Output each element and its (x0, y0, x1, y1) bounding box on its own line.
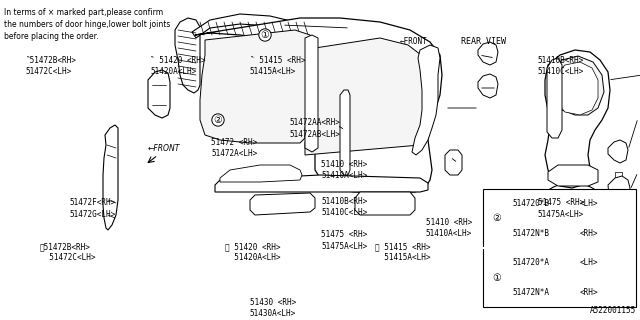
Polygon shape (608, 176, 630, 205)
Polygon shape (555, 62, 598, 115)
Text: ←FRONT: ←FRONT (598, 230, 630, 239)
Text: 51472AA<RH>
51472AB<LH>: 51472AA<RH> 51472AB<LH> (290, 118, 340, 139)
Polygon shape (445, 150, 462, 175)
Polygon shape (250, 193, 315, 215)
Text: ←FRONT: ←FRONT (400, 37, 428, 46)
Polygon shape (548, 165, 598, 186)
Text: 51472N*A: 51472N*A (512, 288, 549, 297)
Text: <RH>: <RH> (580, 229, 598, 238)
Polygon shape (107, 168, 116, 180)
Polygon shape (547, 58, 562, 138)
Text: In terms of × marked part,please confirm
the numbers of door hinge,lower bolt jo: In terms of × marked part,please confirm… (4, 8, 170, 41)
Text: ※ 51420 <RH>
  51420A<LH>: ※ 51420 <RH> 51420A<LH> (225, 242, 280, 262)
Text: <LH>: <LH> (580, 199, 598, 208)
Polygon shape (175, 18, 200, 93)
Polygon shape (220, 165, 302, 182)
Polygon shape (355, 192, 415, 215)
Polygon shape (153, 73, 163, 80)
Text: 51472N*B: 51472N*B (512, 229, 549, 238)
Text: ①: ① (492, 273, 501, 283)
Polygon shape (195, 18, 442, 192)
Text: 51430 <RH>
51430A<LH>: 51430 <RH> 51430A<LH> (250, 298, 296, 318)
Text: ‶ 51420 <RH>
51420A<LH>: ‶ 51420 <RH> 51420A<LH> (150, 56, 206, 76)
Text: 51410 <RH>
51410A<LH>: 51410 <RH> 51410A<LH> (321, 160, 367, 180)
Polygon shape (412, 45, 440, 155)
Polygon shape (545, 50, 610, 188)
Text: ←FRONT: ←FRONT (148, 144, 180, 153)
Text: 51410B<RH>
51410C<LH>: 51410B<RH> 51410C<LH> (321, 197, 367, 217)
Text: ※51472B<RH>
  51472C<LH>: ※51472B<RH> 51472C<LH> (40, 242, 95, 262)
Text: 51475 <RH>
51475A<LH>: 51475 <RH> 51475A<LH> (538, 198, 584, 219)
Text: 514720*B: 514720*B (512, 199, 549, 208)
Bar (483, 189, 636, 307)
Polygon shape (305, 35, 318, 152)
Text: 51472 <RH>
51472A<LH>: 51472 <RH> 51472A<LH> (211, 138, 257, 158)
Polygon shape (192, 14, 310, 38)
Text: <RH>: <RH> (580, 288, 598, 297)
Text: A522001155: A522001155 (589, 306, 636, 315)
Polygon shape (305, 38, 430, 155)
Polygon shape (340, 90, 350, 175)
Text: 51410 <RH>
51410A<LH>: 51410 <RH> 51410A<LH> (426, 218, 472, 238)
Polygon shape (608, 140, 628, 163)
Polygon shape (478, 42, 498, 65)
Text: ‶51472B<RH>
51472C<LH>: ‶51472B<RH> 51472C<LH> (26, 56, 76, 76)
Polygon shape (215, 175, 428, 192)
Text: <LH>: <LH> (580, 258, 598, 267)
Polygon shape (148, 70, 170, 118)
Text: ②: ② (214, 115, 222, 125)
Polygon shape (478, 74, 498, 98)
Text: 514720*A: 514720*A (512, 258, 549, 267)
Text: 51475 <RH>
51475A<LH>: 51475 <RH> 51475A<LH> (321, 230, 367, 251)
Text: REAR VIEW: REAR VIEW (461, 37, 506, 46)
Polygon shape (103, 125, 118, 230)
Text: ②: ② (492, 213, 501, 223)
Text: ‶ 51415 <RH>
51415A<LH>: ‶ 51415 <RH> 51415A<LH> (250, 56, 305, 76)
Polygon shape (200, 30, 318, 143)
Text: 51472F<RH>
51472G<LH>: 51472F<RH> 51472G<LH> (69, 198, 115, 219)
Text: ①: ① (260, 30, 269, 40)
Text: ※ 51415 <RH>
  51415A<LH>: ※ 51415 <RH> 51415A<LH> (375, 242, 431, 262)
Polygon shape (552, 56, 604, 115)
Text: 51410B<RH>
51410C<LH>: 51410B<RH> 51410C<LH> (538, 56, 584, 76)
